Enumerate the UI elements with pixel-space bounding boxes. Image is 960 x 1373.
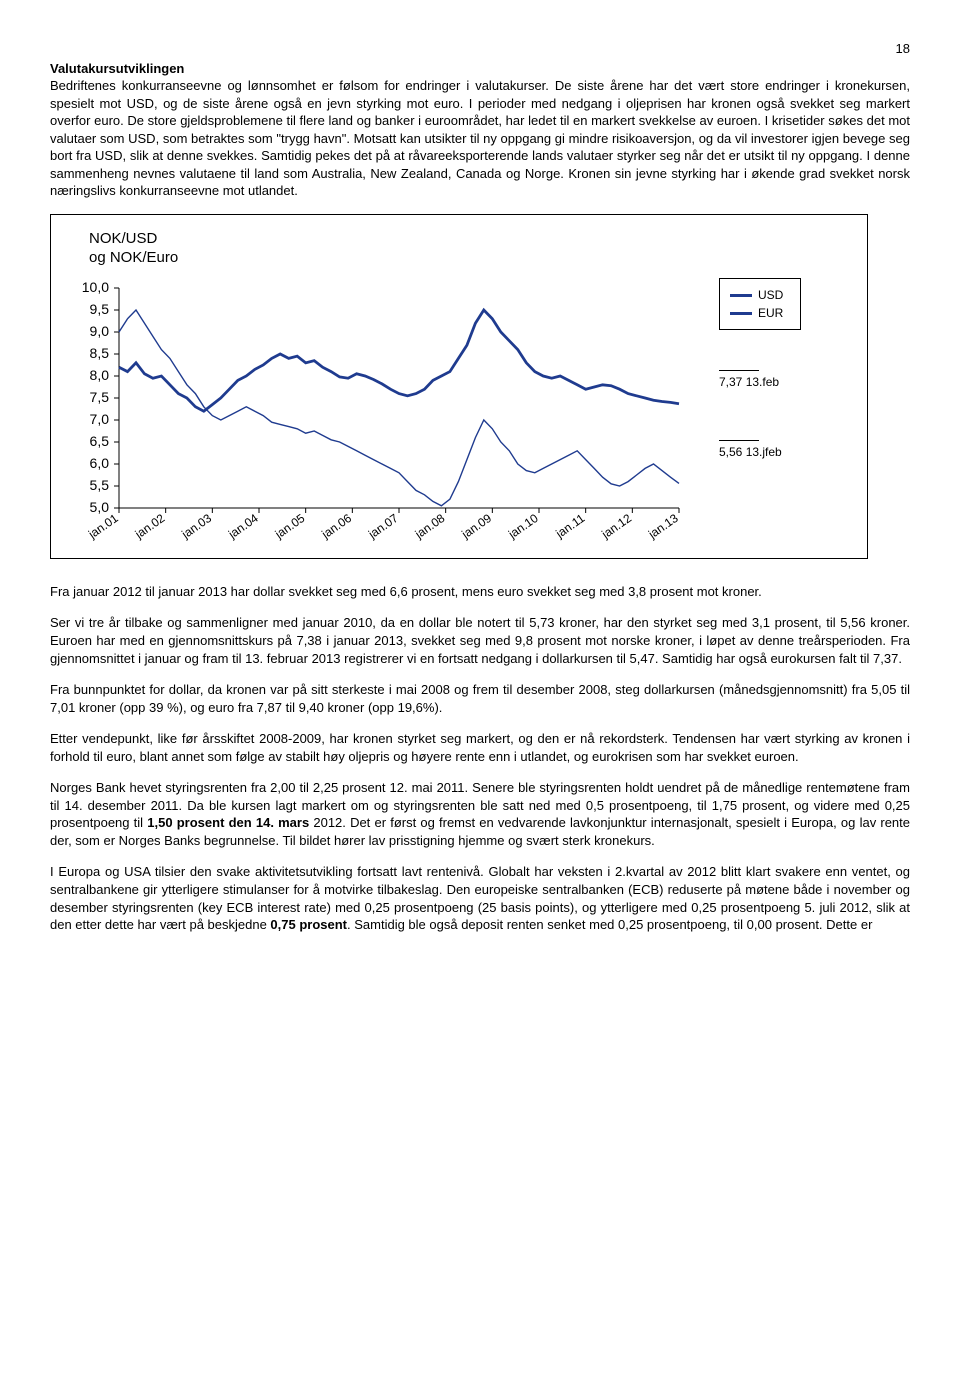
- svg-text:jan.02: jan.02: [132, 511, 168, 542]
- svg-text:5,0: 5,0: [90, 499, 110, 515]
- para4: Fra bunnpunktet for dollar, da kronen va…: [50, 681, 910, 716]
- svg-text:jan.10: jan.10: [505, 511, 541, 542]
- svg-text:6,0: 6,0: [90, 455, 110, 471]
- chart-container: NOK/USD og NOK/Euro 10,0 9,5 9,0 8,5 8,0 7,5 7…: [50, 214, 868, 559]
- svg-text:5,5: 5,5: [90, 477, 110, 493]
- svg-text:jan.01: jan.01: [85, 511, 121, 542]
- svg-text:7,5: 7,5: [90, 389, 110, 405]
- svg-text:10,0: 10,0: [82, 279, 109, 295]
- line-chart: 10,0 9,5 9,0 8,5 8,0 7,5 7,0 6,5 6,0 5,5 5,0jan.01…: [69, 278, 709, 548]
- intro-paragraph: Valutakursutviklingen Bedriftenes konkur…: [50, 60, 910, 200]
- para5: Etter vendepunkt, like før årsskiftet 20…: [50, 730, 910, 765]
- svg-text:6,5: 6,5: [90, 433, 110, 449]
- svg-text:jan.05: jan.05: [272, 511, 308, 542]
- svg-text:jan.13: jan.13: [645, 511, 681, 542]
- svg-text:8,5: 8,5: [90, 345, 110, 361]
- svg-text:jan.11: jan.11: [552, 511, 587, 541]
- svg-text:jan.08: jan.08: [412, 511, 448, 542]
- para6: Norges Bank hevet styringsrenten fra 2,0…: [50, 779, 910, 849]
- svg-text:9,5: 9,5: [90, 301, 110, 317]
- chart-legend: USD EUR: [719, 278, 801, 330]
- svg-text:8,0: 8,0: [90, 367, 110, 383]
- svg-text:7,0: 7,0: [90, 411, 110, 427]
- heading: Valutakursutviklingen: [50, 61, 184, 76]
- chart-title: NOK/USD og NOK/Euro: [89, 229, 849, 268]
- para3: Ser vi tre år tilbake og sammenligner me…: [50, 614, 910, 667]
- para2: Fra januar 2012 til januar 2013 har doll…: [50, 583, 910, 601]
- svg-text:jan.09: jan.09: [458, 511, 494, 542]
- chart-note-usd: 5,56 13.jfeb: [719, 440, 801, 459]
- svg-text:jan.04: jan.04: [225, 511, 261, 542]
- para1-text: Bedriftenes konkurranseevne og lønnsomhe…: [50, 78, 910, 198]
- svg-text:9,0: 9,0: [90, 323, 110, 339]
- legend-item: USD: [730, 287, 790, 303]
- svg-text:jan.03: jan.03: [178, 511, 214, 542]
- svg-text:jan.12: jan.12: [598, 511, 634, 542]
- page-number: 18: [50, 40, 910, 58]
- svg-text:jan.07: jan.07: [365, 511, 401, 542]
- svg-text:jan.06: jan.06: [318, 511, 354, 542]
- legend-item: EUR: [730, 305, 790, 321]
- para7: I Europa og USA tilsier den svake aktivi…: [50, 863, 910, 933]
- chart-note-eur: 7,37 13.feb: [719, 370, 801, 389]
